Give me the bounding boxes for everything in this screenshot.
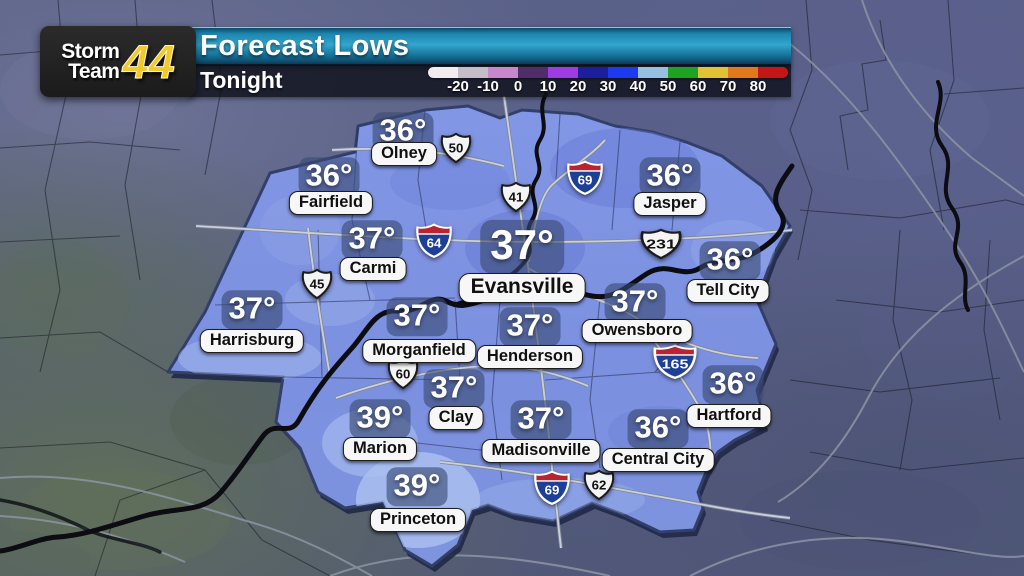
city-label: Hartford xyxy=(686,404,772,428)
city-label: Central City xyxy=(601,448,715,472)
scale-segment xyxy=(608,67,638,78)
temp-label: 39° xyxy=(349,399,411,439)
city-label: Jasper xyxy=(633,192,707,216)
logo-text: Storm Team xyxy=(61,40,120,83)
svg-text:62: 62 xyxy=(592,478,607,493)
temperature-scale: -20 -10 0 10 20 30 40 50 60 70 80 xyxy=(428,67,788,95)
temp-label: 37° xyxy=(510,400,572,440)
scale-tick: 60 xyxy=(689,78,707,95)
temp-label: 37° xyxy=(221,290,283,330)
scale-segment xyxy=(518,67,548,78)
city-label: Princeton xyxy=(369,508,467,532)
us-route-shield-icon: 45 xyxy=(300,267,334,301)
city-label: Marion xyxy=(342,437,418,461)
city-label: Morganfield xyxy=(362,339,476,363)
scale-segment xyxy=(488,67,518,78)
temp-label: 37° xyxy=(604,283,666,323)
scale-segment xyxy=(638,67,668,78)
scale-tick: 10 xyxy=(539,78,557,95)
logo-line2: Team xyxy=(68,59,120,83)
temp-label: 36° xyxy=(699,241,761,281)
scale-segment xyxy=(548,67,578,78)
scale-tick: 30 xyxy=(599,78,617,95)
city-label: Harrisburg xyxy=(199,329,305,353)
scale-tick: -20 xyxy=(447,78,469,95)
temp-label: 39° xyxy=(386,467,448,507)
city-label: Fairfield xyxy=(288,191,374,215)
scale-segment xyxy=(698,67,728,78)
page-title: Forecast Lows xyxy=(200,30,410,62)
temp-label: 37° xyxy=(341,220,403,260)
svg-text:165: 165 xyxy=(662,358,689,372)
scale-tick: 80 xyxy=(749,78,767,95)
title-bar: Forecast Lows xyxy=(188,27,791,66)
interstate-shield-icon: 64 xyxy=(415,221,453,259)
us-route-shield-icon: 231 xyxy=(638,227,684,261)
temp-label: 37° xyxy=(386,297,448,337)
scale-tick: 20 xyxy=(569,78,587,95)
scale-segment xyxy=(668,67,698,78)
scale-segment xyxy=(758,67,788,78)
scale-segment xyxy=(428,67,458,78)
scale-segment xyxy=(458,67,488,78)
city-label: Olney xyxy=(371,142,437,166)
svg-text:50: 50 xyxy=(449,141,464,156)
scale-tick: 50 xyxy=(659,78,677,95)
temp-label: 36° xyxy=(639,157,701,197)
city-label: Clay xyxy=(428,406,484,430)
interstate-shield-icon: 69 xyxy=(566,158,604,196)
scale-tick: 0 xyxy=(513,78,523,95)
us-route-shield-icon: 50 xyxy=(439,131,473,165)
logo-line1: Storm xyxy=(61,40,120,64)
interstate-shield-icon: 165 xyxy=(652,342,698,380)
temp-label: 36° xyxy=(298,157,360,197)
logo-number: 44 xyxy=(122,35,175,88)
svg-text:41: 41 xyxy=(509,190,524,205)
subtitle: Tonight xyxy=(200,67,283,93)
scale-tick: 70 xyxy=(719,78,737,95)
city-label: Tell City xyxy=(686,279,770,303)
city-label: Carmi xyxy=(339,257,407,281)
scale-segment xyxy=(578,67,608,78)
temp-label: 37° xyxy=(499,307,561,347)
temp-label: 37° xyxy=(480,219,564,275)
city-label: Owensboro xyxy=(581,319,693,343)
station-logo: Storm Team 44 xyxy=(40,26,196,97)
scale-tick: -10 xyxy=(477,78,499,95)
svg-text:60: 60 xyxy=(396,367,411,382)
svg-text:45: 45 xyxy=(310,277,325,292)
us-route-shield-icon: 41 xyxy=(499,180,533,214)
temp-label: 37° xyxy=(423,369,485,409)
scale-segment xyxy=(728,67,758,78)
city-label: Evansville xyxy=(458,273,586,303)
interstate-shield-icon: 69 xyxy=(533,468,571,506)
scale-tick: 40 xyxy=(629,78,647,95)
subtitle-bar: Tonight -20 -10 0 10 20 30 40 50 60 70 80 xyxy=(188,64,791,97)
city-label: Madisonville xyxy=(481,439,601,463)
temp-label: 36° xyxy=(702,365,764,405)
temperature-scale-ticks: -20 -10 0 10 20 30 40 50 60 70 80 xyxy=(443,78,788,95)
svg-text:69: 69 xyxy=(578,173,593,188)
svg-text:64: 64 xyxy=(427,236,442,251)
us-route-shield-icon: 62 xyxy=(582,468,616,502)
temp-label: 36° xyxy=(627,409,689,449)
temperature-scale-bar xyxy=(428,67,788,78)
svg-text:69: 69 xyxy=(545,483,560,498)
city-label: Henderson xyxy=(476,345,584,369)
svg-text:231: 231 xyxy=(646,238,676,252)
